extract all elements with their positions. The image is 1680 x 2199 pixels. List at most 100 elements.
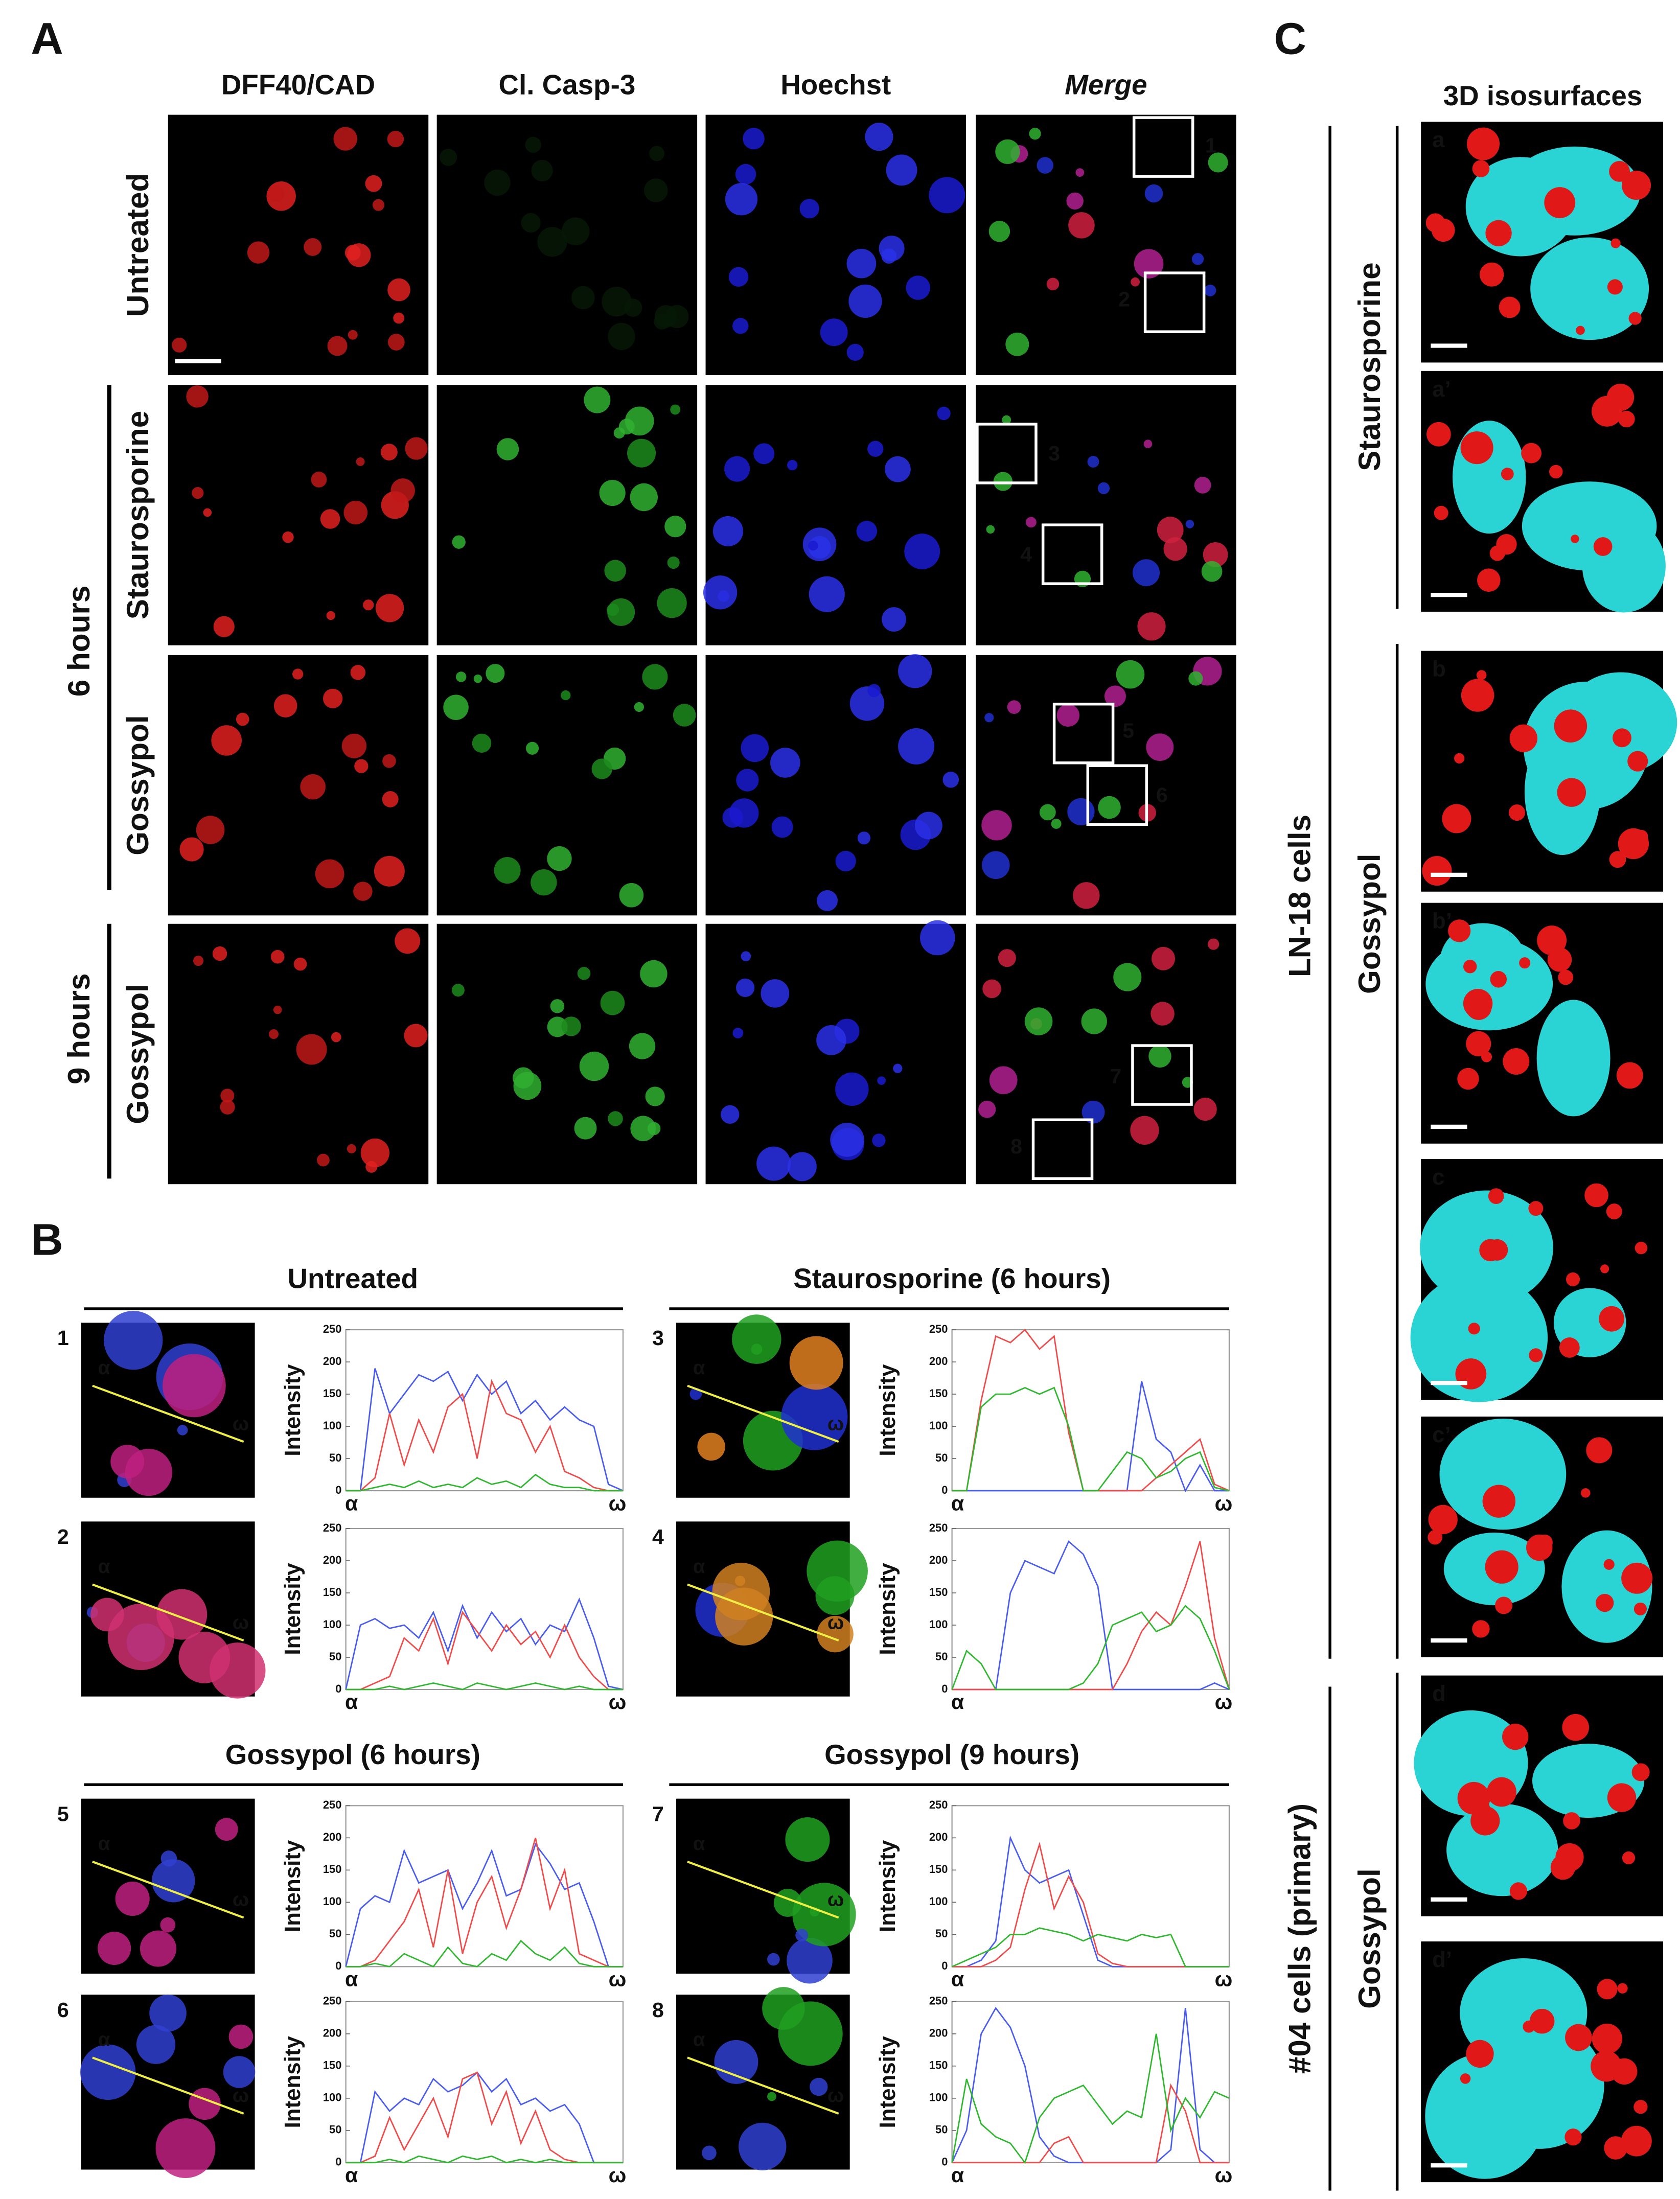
cell [1191,253,1204,265]
cell [365,175,382,192]
cell [647,1122,661,1136]
intensity-line [346,1379,623,1492]
profile-line [687,2056,839,2115]
intensity-line [952,1841,1229,1967]
micrograph [976,385,1236,645]
dff40-surface [1618,410,1635,428]
cell [867,684,881,698]
dff40-surface [1461,679,1494,712]
dff40-surface [1599,1306,1625,1332]
alpha-marker: α [693,1833,705,1855]
cell [140,1930,176,1967]
y-tick-label: 50 [935,1451,948,1464]
image-letter: a’ [1432,377,1451,402]
cell [778,2001,843,2066]
alpha-marker: α [693,1357,705,1379]
cell [989,1066,1018,1095]
image-letter: c [1432,1165,1444,1190]
cell [702,2145,717,2161]
cell [937,406,951,421]
cell [741,951,751,962]
cell [228,2024,254,2049]
cell [802,527,837,562]
roi-box [1132,116,1194,178]
cell [494,857,521,884]
dff40-surface [1597,1979,1618,2000]
intensity-line [346,2071,623,2164]
cell [333,127,357,151]
cell [846,343,864,361]
dff40-surface [1472,160,1490,177]
cell [998,949,1016,967]
cell [721,1105,740,1124]
dff40-surface [1485,1550,1518,1584]
cell [771,816,793,838]
dff40-surface [1466,1031,1491,1056]
cell [867,441,884,457]
y-tick-label: 100 [323,1419,342,1432]
cell [1113,963,1142,991]
y-tick-label: 250 [323,1521,342,1534]
column-header: Cl. Casp-3 [498,68,635,100]
cell [1185,520,1194,528]
y-axis-label: Intensity [875,1840,900,1932]
cell [293,957,307,971]
dff40-surface [1565,2024,1592,2051]
y-tick-label: 0 [335,1959,341,1972]
intensity-line [951,2033,1230,2164]
cell [649,146,665,161]
cell [792,1883,856,1947]
y-tick-label: 0 [941,1682,948,1695]
x-end-label: ω [1215,1967,1233,1991]
y-tick-label: 200 [323,1355,342,1368]
cell [885,456,911,482]
cell [835,850,856,872]
cell [722,807,743,828]
cell [178,1631,231,1683]
y-tick-label: 250 [929,1995,948,2007]
cell [550,999,565,1013]
cell [163,1354,226,1418]
cell [857,831,870,845]
y-tick-label: 250 [929,1323,948,1335]
roi-number: 5 [1122,719,1134,742]
image-letter: d [1432,1681,1446,1706]
cell [537,227,567,257]
dff40-surface [1460,2073,1471,2084]
cell [1104,685,1126,707]
cell [1046,277,1060,291]
dff40-surface [1621,2125,1652,2157]
cell [273,1005,282,1014]
cell [172,337,187,353]
cell [767,1953,780,1966]
omega-marker: ω [827,1889,844,1911]
cell [149,1994,187,2032]
micrograph [168,114,429,376]
y-tick-label: 100 [929,2091,948,2104]
y-tick-label: 200 [323,2027,342,2040]
cell [331,1032,341,1043]
cell [1137,612,1166,641]
y-tick-label: 0 [941,1484,948,1496]
y-tick-label: 50 [329,1451,341,1464]
dff40-surface [1503,1048,1530,1075]
cell [1081,1100,1105,1124]
y-tick-label: 200 [323,1554,342,1566]
omega-marker: ω [827,1611,844,1633]
cell [619,883,644,908]
dff40-surface [1633,1602,1647,1615]
y-tick-label: 250 [929,1521,948,1534]
cell [645,1086,665,1106]
cell [1143,439,1153,449]
cell [670,404,681,415]
intensity-line [346,1473,623,1492]
cell [673,704,696,727]
dff40-surface [1613,728,1631,748]
row-label: Gossypol [120,984,155,1124]
cell [387,130,404,148]
cell [484,169,511,196]
cell [751,1344,763,1355]
roi-number: 4 [1020,542,1032,566]
cell [451,984,465,997]
dff40-surface [1488,1188,1504,1204]
